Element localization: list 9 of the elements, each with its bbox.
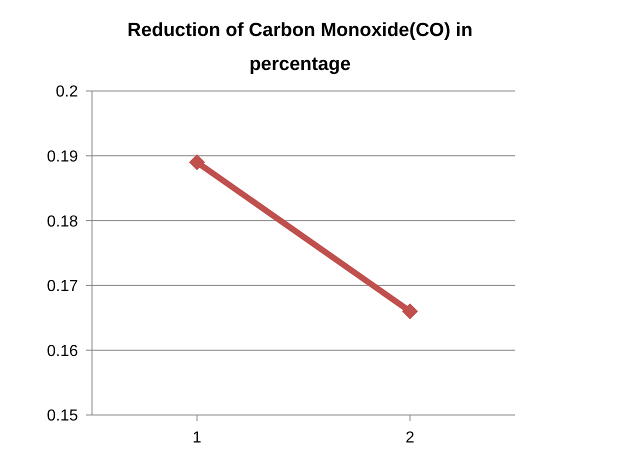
- y-tick-label: 0.2: [56, 84, 78, 101]
- chart-title: Reduction of Carbon Monoxide(CO) in percentage: [126, 19, 474, 77]
- x-tick-label: 1: [192, 429, 202, 446]
- x-tick-label: 2: [406, 429, 415, 446]
- y-tick-label: 0.19: [46, 148, 78, 166]
- y-tick-label: 0.16: [46, 342, 78, 360]
- y-tick-label: 0.17: [46, 278, 78, 296]
- y-tick-label: 0.18: [46, 213, 78, 230]
- y-tick-label: 0.15: [46, 408, 78, 425]
